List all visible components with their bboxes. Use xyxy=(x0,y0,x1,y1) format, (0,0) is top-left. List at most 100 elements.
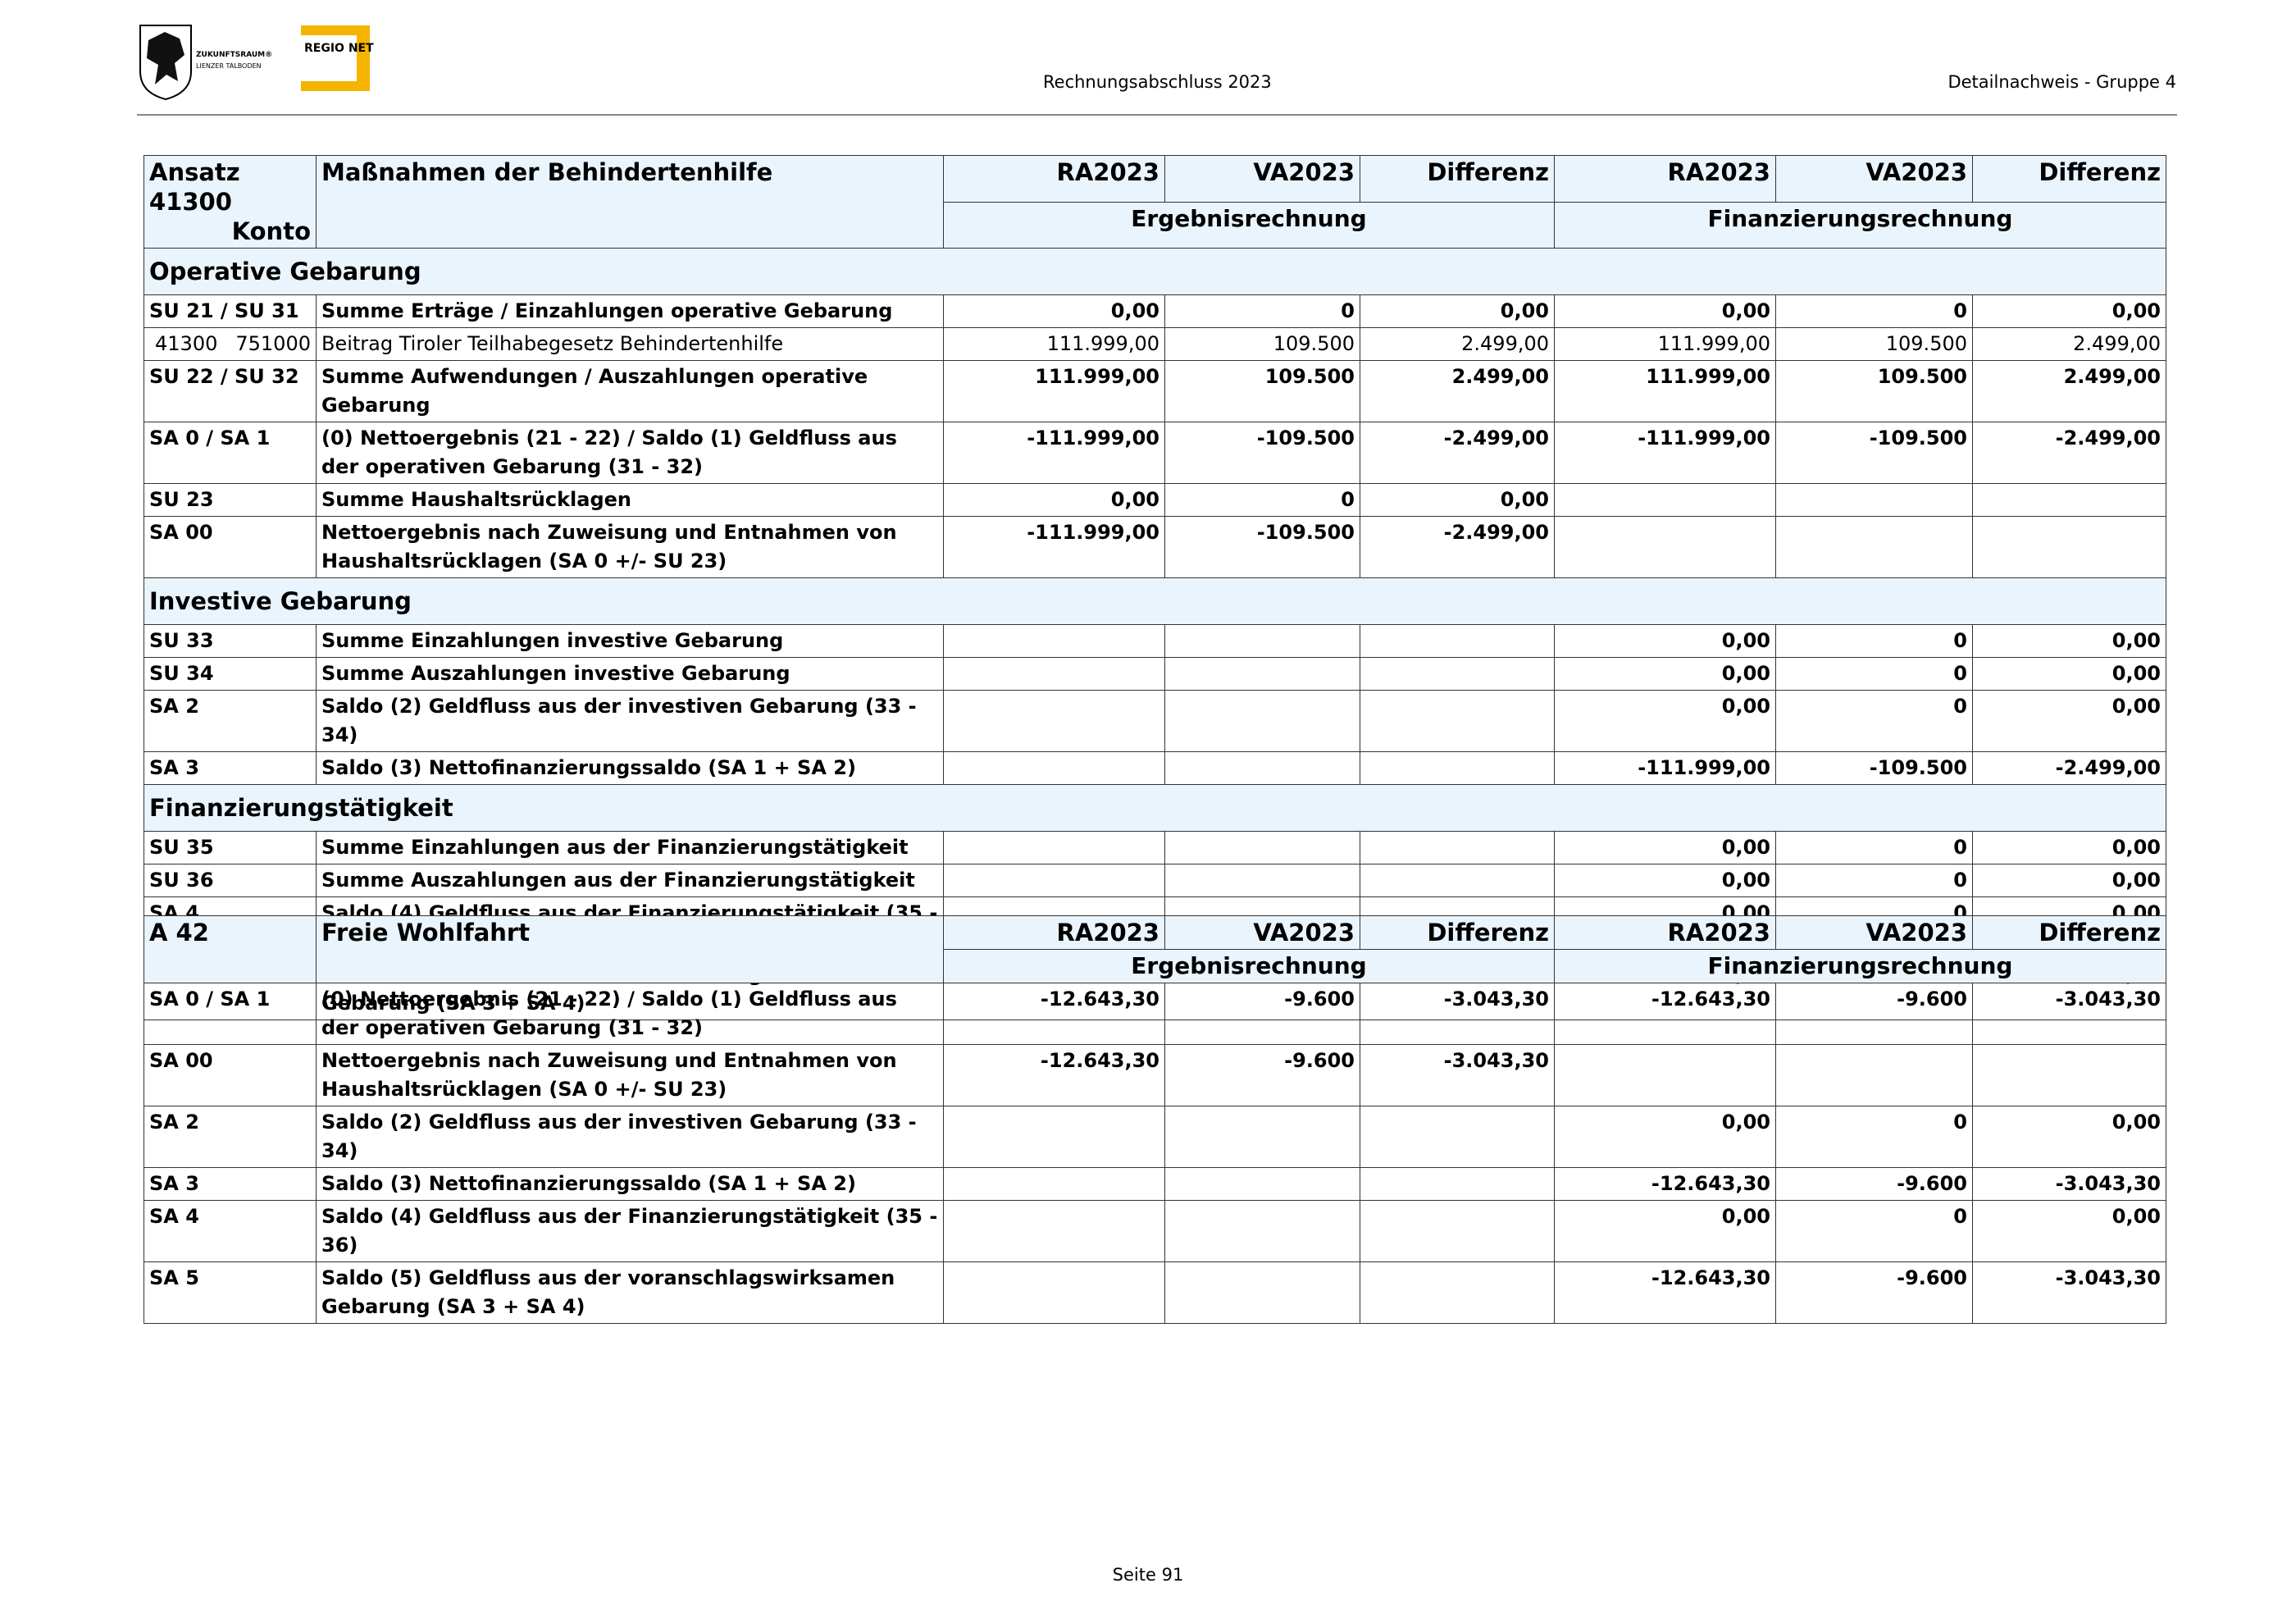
value-cell: -3.043,30 xyxy=(1972,983,2166,1045)
value-cell xyxy=(943,1106,1165,1168)
row-code: SU 33 xyxy=(144,624,317,658)
value-cell xyxy=(1775,483,1973,517)
value-cell: 0,00 xyxy=(1972,657,2166,691)
value-cell: 2.499,00 xyxy=(1972,327,2166,361)
header-row: Ansatz 41300 Konto Maßnahmen der Behindert… xyxy=(144,155,2166,249)
table-row: SA 2 Saldo (2) Geldfluss aus der investiv… xyxy=(144,1106,2166,1168)
value-cell: -12.643,30 xyxy=(1554,1261,1776,1324)
table-row: SU 21 / SU 31 Summe Erträge / Einzahlunge… xyxy=(144,294,2166,328)
group-header: Ergebnisrechnung xyxy=(943,949,1555,983)
value-cell xyxy=(1164,624,1360,658)
value-cell: 2.499,00 xyxy=(1360,360,1555,422)
value-cell: 109.500 xyxy=(1164,360,1360,422)
header-row: A 42 Freie Wohlfahrt RA2023 VA2023 Differenz… xyxy=(144,915,2166,983)
row-code: SA 0 / SA 1 xyxy=(144,422,317,484)
value-cell: -109.500 xyxy=(1775,422,1973,484)
value-cell: -12.643,30 xyxy=(943,983,1165,1045)
table-row: SA 0 / SA 1 (0) Nettoergebnis (21 - 22) /… xyxy=(144,983,2166,1045)
value-cell: 109.500 xyxy=(1775,327,1973,361)
value-cell: 0,00 xyxy=(1554,1200,1776,1262)
value-cell: -9.600 xyxy=(1164,983,1360,1045)
column-header: RA2023 xyxy=(943,155,1165,203)
table-row: SU 23 Summe Haushaltsrücklagen 0,00 0 0,00 xyxy=(144,483,2166,517)
table-row: SA 00 Nettoergebnis nach Zuweisung und En… xyxy=(144,516,2166,578)
group-row: Ergebnisrechnung Finanzierungsrechnung xyxy=(144,949,2166,983)
value-cell xyxy=(1164,1106,1360,1168)
value-cell: 0 xyxy=(1164,483,1360,517)
value-cell: -2.499,00 xyxy=(1972,422,2166,484)
value-cell xyxy=(1972,483,2166,517)
value-cell: 2.499,00 xyxy=(1360,327,1555,361)
column-header: Differenz xyxy=(1972,155,2166,203)
row-label: Saldo (2) Geldfluss aus der investiven G… xyxy=(316,690,944,752)
value-cell xyxy=(1360,831,1555,864)
value-cell xyxy=(1164,690,1360,752)
row-code: SA 3 xyxy=(144,1167,317,1201)
row-code: SU 36 xyxy=(144,864,317,897)
value-cell: 0,00 xyxy=(943,483,1165,517)
value-cell xyxy=(1554,1044,1776,1106)
column-header: VA2023 xyxy=(1775,155,1973,203)
value-cell xyxy=(1360,624,1555,658)
table-row: SU 33 Summe Einzahlungen investive Gebaru… xyxy=(144,624,2166,658)
value-cell: 0 xyxy=(1775,294,1973,328)
value-cell xyxy=(1554,483,1776,517)
value-cell: -111.999,00 xyxy=(943,422,1165,484)
konto-label: Konto xyxy=(231,217,311,245)
table-row: SA 4 Saldo (4) Geldfluss aus der Finanzie… xyxy=(144,1200,2166,1262)
column-header: RA2023 xyxy=(943,915,1165,950)
row-code: SA 3 xyxy=(144,751,317,785)
value-cell xyxy=(943,1167,1165,1201)
data-table: Ansatz 41300 Konto Maßnahmen der Behindert… xyxy=(144,155,2166,1020)
value-cell xyxy=(1554,516,1776,578)
value-cell: -111.999,00 xyxy=(1554,422,1776,484)
doc-section: Detailnachweis - Gruppe 4 xyxy=(1947,72,2176,92)
value-cell: 0,00 xyxy=(1554,294,1776,328)
value-cell: 0 xyxy=(1775,831,1973,864)
group-header: Finanzierungsrechnung xyxy=(1554,201,2166,249)
row-label: Summe Einzahlungen investive Gebarung xyxy=(316,624,944,658)
value-cell: 111.999,00 xyxy=(943,327,1165,361)
value-cell xyxy=(1164,657,1360,691)
value-cell: 109.500 xyxy=(1164,327,1360,361)
table-row: SA 3 Saldo (3) Nettofinanzierungssaldo (S… xyxy=(144,1167,2166,1201)
table-row: SU 36 Summe Auszahlungen aus der Finanzie… xyxy=(144,864,2166,897)
value-cell: -9.600 xyxy=(1775,983,1973,1045)
value-cell: 0 xyxy=(1775,657,1973,691)
row-label: Summe Haushaltsrücklagen xyxy=(316,483,944,517)
value-cell: -12.643,30 xyxy=(943,1044,1165,1106)
row-code: SU 22 / SU 32 xyxy=(144,360,317,422)
logo-badge: REGIO NET xyxy=(304,42,374,55)
value-cell xyxy=(1360,864,1555,897)
value-cell: -3.043,30 xyxy=(1972,1167,2166,1201)
value-cell: 0,00 xyxy=(1554,624,1776,658)
group-header: Ergebnisrechnung xyxy=(943,201,1555,249)
table-row: SU 22 / SU 32 Summe Aufwendungen / Auszah… xyxy=(144,360,2166,422)
table-row: SA 3 Saldo (3) Nettofinanzierungssaldo (S… xyxy=(144,751,2166,785)
row-code: SA 2 xyxy=(144,690,317,752)
value-cell: -9.600 xyxy=(1775,1167,1973,1201)
data-table: A 42 Freie Wohlfahrt RA2023 VA2023 Differenz… xyxy=(144,915,2166,1324)
header-rule xyxy=(137,114,2177,116)
value-cell: 0,00 xyxy=(1972,624,2166,658)
row-label: Summe Auszahlungen aus der Finanzierungs… xyxy=(316,864,944,897)
logo-name: ZUKUNFTSRAUM® xyxy=(196,51,272,59)
value-cell xyxy=(1360,1106,1555,1168)
value-cell: -3.043,30 xyxy=(1360,983,1555,1045)
doc-title: Rechnungsabschluss 2023 xyxy=(1043,72,1272,92)
row-code: SU 35 xyxy=(144,831,317,864)
value-cell xyxy=(1775,516,1973,578)
row-label: Nettoergebnis nach Zuweisung und Entnahm… xyxy=(316,516,944,578)
ansatz: 41300 xyxy=(155,332,218,355)
value-cell xyxy=(1360,1261,1555,1324)
group-header: Finanzierungsrechnung xyxy=(1554,949,2166,983)
row-label: Nettoergebnis nach Zuweisung und Entnahm… xyxy=(316,1044,944,1106)
value-cell xyxy=(1164,1200,1360,1262)
table-row: 41300 751000 Beitrag Tiroler Teilhabegeset… xyxy=(144,327,2166,361)
value-cell xyxy=(943,624,1165,658)
konto: 751000 xyxy=(235,332,311,355)
row-code: SA 00 xyxy=(144,516,317,578)
value-cell: 111.999,00 xyxy=(1554,360,1776,422)
value-cell: 0,00 xyxy=(943,294,1165,328)
value-cell xyxy=(1164,831,1360,864)
